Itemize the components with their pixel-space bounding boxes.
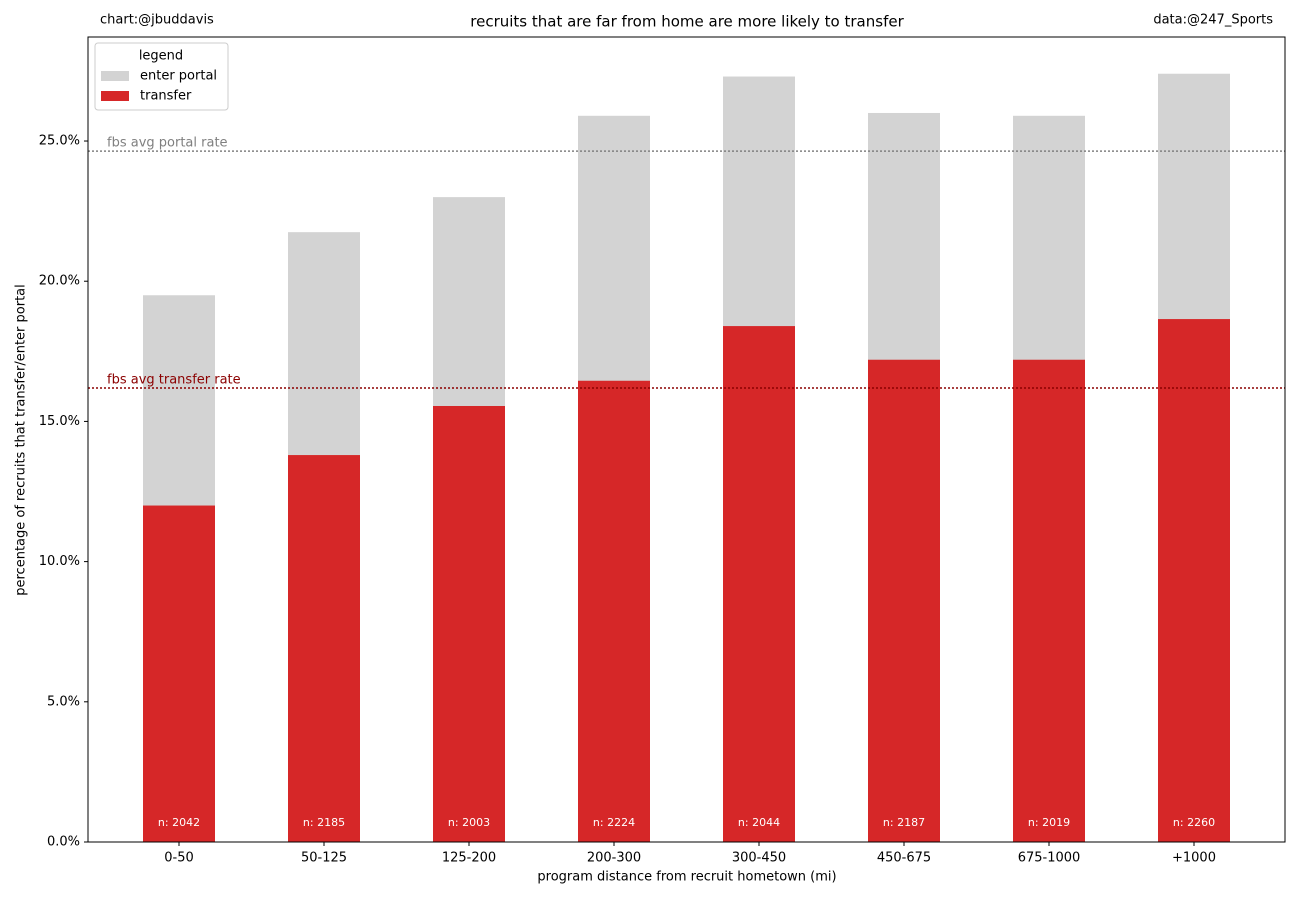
plot-frame (87, 36, 1286, 843)
credit-note: chart:@jbuddavis (100, 13, 214, 28)
reference-label: fbs avg portal rate (107, 136, 228, 151)
legend-title: legend (139, 49, 183, 64)
bar (868, 359, 940, 842)
x-tick-label: +1000 (1172, 851, 1216, 866)
source-note: data:@247_Sports (1153, 13, 1273, 28)
n-label: n: 2003 (448, 816, 490, 829)
n-label: n: 2042 (158, 816, 200, 829)
legend-swatch (101, 71, 129, 81)
bar (1158, 319, 1230, 842)
x-tick-label: 0-50 (164, 851, 194, 866)
n-label: n: 2019 (1028, 816, 1070, 829)
bar (1013, 359, 1085, 842)
n-label: n: 2260 (1173, 816, 1215, 829)
y-tick-label: 10.0% (39, 554, 80, 569)
n-label: n: 2185 (303, 816, 345, 829)
y-tick-label: 15.0% (39, 414, 80, 429)
x-tick-label: 675-1000 (1018, 851, 1081, 866)
bar (288, 455, 360, 842)
x-tick-label: 50-125 (301, 851, 347, 866)
n-label: n: 2187 (883, 816, 925, 829)
reference-label: fbs avg transfer rate (107, 373, 241, 388)
y-tick-label: 0.0% (47, 835, 80, 850)
chart-title: recruits that are far from home are more… (470, 13, 904, 31)
y-tick-label: 25.0% (39, 134, 80, 149)
bar (143, 505, 215, 842)
n-label: n: 2224 (593, 816, 635, 829)
n-label: n: 2044 (738, 816, 780, 829)
x-axis-label: program distance from recruit hometown (… (537, 870, 836, 885)
bar (723, 326, 795, 842)
x-tick-label: 125-200 (442, 851, 496, 866)
x-tick-label: 200-300 (587, 851, 641, 866)
y-tick-label: 5.0% (47, 694, 80, 709)
y-tick-label: 20.0% (39, 274, 80, 289)
bar (578, 380, 650, 842)
x-tick-label: 450-675 (877, 851, 931, 866)
bar (433, 405, 505, 842)
legend-label: enter portal (140, 69, 217, 84)
x-tick-label: 300-450 (732, 851, 786, 866)
legend-label: transfer (140, 89, 192, 104)
legend-swatch (101, 91, 129, 101)
y-axis-label: percentage of recruits that transfer/ent… (14, 284, 29, 596)
